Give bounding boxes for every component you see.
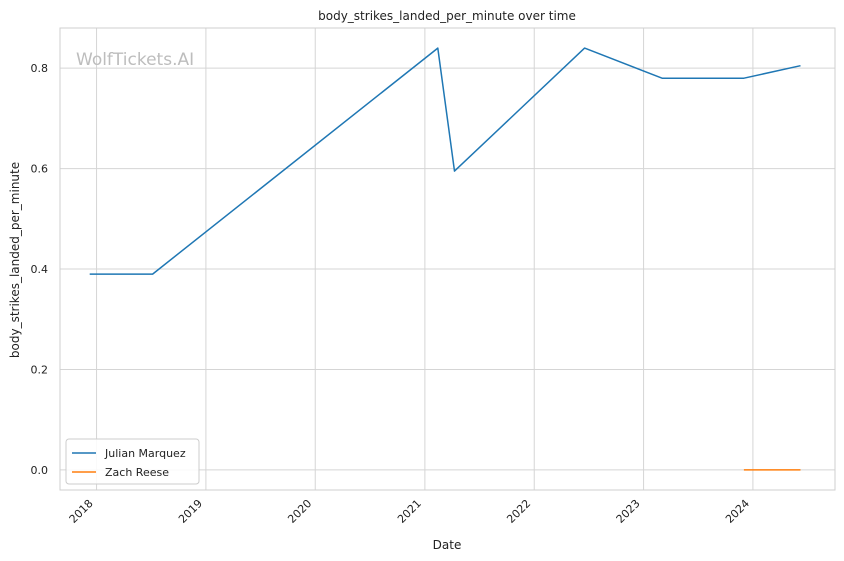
x-tick-label: 2024: [723, 497, 752, 526]
series-line-julian-marquez: [89, 47, 801, 275]
x-tick-label: 2022: [504, 497, 533, 526]
watermark: WolfTickets.AI: [76, 50, 194, 70]
y-tick-label: 0.4: [31, 263, 49, 276]
y-tick-label: 0.8: [31, 62, 49, 75]
x-tick-label: 2020: [285, 497, 314, 526]
series-lines: [89, 47, 801, 471]
y-tick-label: 0.0: [31, 464, 49, 477]
x-tick-label: 2023: [614, 497, 643, 526]
legend: Julian Marquez Zach Reese: [65, 438, 200, 485]
grid: [60, 28, 835, 490]
y-axis-label: body_strikes_landed_per_minute: [8, 162, 22, 358]
y-tick-label: 0.2: [31, 363, 49, 376]
y-tick-label: 0.6: [31, 163, 49, 176]
x-axis-label: Date: [433, 538, 462, 552]
chart-title: body_strikes_landed_per_minute over time: [318, 9, 576, 23]
x-tick-label: 2019: [176, 497, 205, 526]
legend-box: [65, 438, 200, 485]
x-tick-label: 2021: [395, 497, 424, 526]
legend-label-julian-marquez: Julian Marquez: [104, 447, 186, 460]
x-tick-label: 2018: [67, 497, 96, 526]
legend-label-zach-reese: Zach Reese: [105, 466, 169, 479]
plot-area: [59, 27, 836, 491]
